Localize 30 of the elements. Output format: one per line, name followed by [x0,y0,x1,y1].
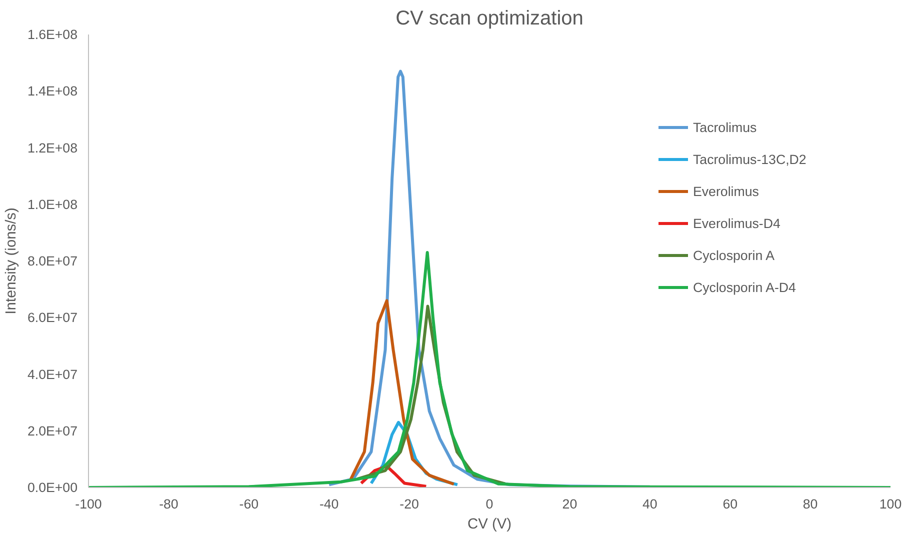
y-tick-label: 4.0E+07 [27,366,78,382]
x-tick-label: 40 [642,496,658,512]
line-series [349,299,456,486]
y-tick-label: 6.0E+07 [27,310,78,326]
x-tick-label: 80 [802,496,818,512]
y-axis-title: Intensity (ions/s) [3,208,20,314]
x-tick-label: 20 [562,496,578,512]
legend-label: Cyclosporin A-D4 [693,280,796,294]
legend-label: Tacrolimus-13C,D2 [693,152,806,166]
x-tick-label: -80 [159,496,178,512]
x-tick-label: -20 [400,496,419,512]
y-tick-label: 0.0E+00 [27,480,78,495]
legend-label: Everolimus-D4 [693,216,780,230]
x-tick-label: 100 [879,496,902,512]
legend-label: Everolimus [693,184,759,198]
legend-label: Cyclosporin A [693,248,774,262]
chart-title: CV scan optimization [396,8,584,30]
y-tick-label: 1.0E+08 [27,196,78,212]
x-tick-label: 60 [722,496,738,512]
y-tick-label: 8.0E+07 [27,254,78,268]
x-axis-title: CV (V) [468,516,512,532]
x-tick-label: -40 [319,496,339,512]
legend-label: Tacrolimus [693,120,757,134]
y-tick-label: 1.6E+08 [27,27,78,42]
x-tick-label: -100 [75,496,102,512]
x-tick-label: 0 [486,496,494,512]
x-tick-label: -60 [239,496,259,512]
y-tick-label: 1.2E+08 [27,140,78,156]
y-tick-label: 1.4E+08 [27,84,78,99]
y-tick-label: 2.0E+07 [27,423,78,438]
